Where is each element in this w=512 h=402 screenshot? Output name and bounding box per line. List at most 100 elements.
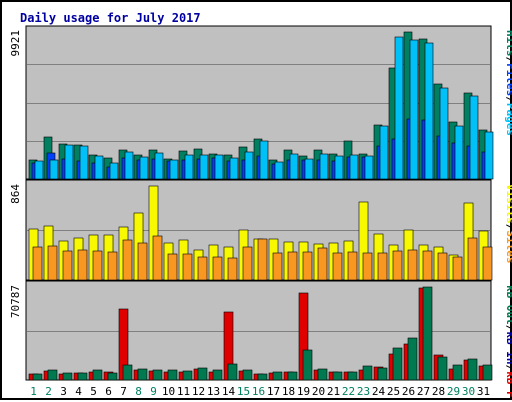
x-tick-label-day-26: 26	[402, 385, 415, 398]
panel-hits-legend-part-2: Files	[504, 63, 512, 96]
bar-hits-pages-day-31	[484, 131, 494, 180]
panel-visits-legend-part-1: /	[504, 224, 512, 231]
panel-kbytes-legend-part-1: /	[504, 325, 512, 332]
x-tick-label-day-18: 18	[282, 385, 295, 398]
bar-visits-sites-day-24	[377, 252, 388, 281]
bar-visits-sites-day-5	[92, 250, 103, 281]
bar-hits-pages-day-28	[439, 87, 449, 180]
bar-kbytes-kb-out-day-8	[137, 368, 148, 381]
bar-kbytes-kb-out-day-17	[272, 371, 283, 381]
panel-kbytes-legend-part-3: /	[504, 365, 512, 372]
bar-visits-sites-day-8	[137, 242, 148, 281]
bar-visits-sites-day-31	[482, 246, 493, 281]
x-tick-label-day-27: 27	[417, 385, 430, 398]
bar-hits-pages-day-30	[469, 95, 479, 180]
bar-kbytes-kb-out-day-22	[347, 371, 358, 381]
bar-visits-sites-day-3	[62, 250, 73, 281]
x-tick-label-day-11: 11	[177, 385, 190, 398]
bar-kbytes-kb-out-day-2	[47, 369, 58, 381]
x-tick-label-day-15: 15	[237, 385, 250, 398]
bar-kbytes-kb-out-day-11	[182, 370, 193, 381]
panel-kbytes-ymax-label: 70787	[9, 285, 22, 318]
bar-visits-sites-day-21	[332, 252, 343, 281]
bar-visits-sites-day-25	[392, 250, 403, 281]
chart-title: Daily usage for July 2017	[20, 11, 201, 25]
x-tick-label-day-6: 6	[105, 385, 112, 398]
bar-kbytes-kb-out-day-14	[227, 363, 238, 381]
x-tick-label-day-19: 19	[297, 385, 310, 398]
bar-visits-sites-day-28	[437, 252, 448, 281]
bar-hits-pages-day-4	[79, 145, 89, 180]
x-tick-label-day-21: 21	[327, 385, 340, 398]
bar-visits-sites-day-16	[257, 238, 268, 281]
bar-visits-sites-day-17	[272, 252, 283, 281]
bar-visits-sites-day-6	[107, 251, 118, 281]
bar-visits-sites-day-14	[227, 257, 238, 281]
bar-kbytes-kb-out-day-16	[257, 373, 268, 381]
bar-visits-sites-day-19	[302, 251, 313, 281]
x-tick-label-day-3: 3	[60, 385, 67, 398]
bar-kbytes-kb-out-day-26	[407, 337, 418, 381]
x-tick-label-day-4: 4	[75, 385, 82, 398]
x-tick-label-day-7: 7	[120, 385, 127, 398]
bar-kbytes-kb-out-day-3	[62, 372, 73, 381]
x-tick-label-day-12: 12	[192, 385, 205, 398]
x-tick-label-day-25: 25	[387, 385, 400, 398]
x-tick-label-day-17: 17	[267, 385, 280, 398]
x-tick-label-day-16: 16	[252, 385, 265, 398]
bar-kbytes-kb-out-day-30	[467, 358, 478, 381]
x-tick-label-day-24: 24	[372, 385, 386, 398]
bar-hits-pages-day-18	[289, 153, 299, 180]
bar-kbytes-kb-out-day-29	[452, 364, 463, 381]
bar-hits-pages-day-7	[124, 151, 134, 180]
bar-visits-sites-day-7	[122, 239, 133, 281]
bar-kbytes-kb-out-day-23	[362, 365, 373, 381]
bar-hits-pages-day-19	[304, 158, 314, 180]
bar-hits-pages-day-23	[364, 155, 374, 180]
bar-visits-sites-day-15	[242, 246, 253, 281]
bar-visits-sites-day-27	[422, 250, 433, 281]
bar-kbytes-kb-out-day-5	[92, 369, 103, 381]
bar-hits-pages-day-5	[94, 155, 104, 180]
bar-hits-pages-day-6	[109, 162, 119, 180]
bar-hits-pages-day-2	[49, 159, 59, 180]
panel-visits-legend: Visits/Sites	[504, 184, 512, 264]
bar-hits-pages-day-16	[259, 140, 269, 180]
bar-kbytes-kb-out-day-18	[287, 371, 298, 381]
bar-hits-pages-day-25	[394, 36, 404, 180]
x-tick-label-day-9: 9	[150, 385, 157, 398]
bar-hits-pages-day-27	[424, 42, 434, 180]
x-tick-label-day-5: 5	[90, 385, 97, 398]
panel-visits-legend-part-0: Visits	[504, 184, 512, 224]
x-tick-label-day-28: 28	[432, 385, 445, 398]
bar-kbytes-kb-out-day-12	[197, 367, 208, 381]
bar-kbytes-kb-out-day-31	[482, 364, 493, 381]
bar-kbytes-kb-out-day-4	[77, 372, 88, 381]
x-tick-label-day-13: 13	[207, 385, 220, 398]
x-tick-label-day-14: 14	[222, 385, 236, 398]
bar-hits-pages-day-15	[244, 151, 254, 180]
bar-visits-sites-day-18	[287, 251, 298, 281]
bar-hits-pages-day-29	[454, 125, 464, 180]
bar-kbytes-kb-out-day-24	[377, 367, 388, 381]
panel-kbytes-legend-part-0: kB Out	[504, 285, 512, 325]
bar-hits-pages-day-12	[199, 154, 209, 180]
bar-kbytes-kb-out-day-13	[212, 369, 223, 381]
bar-hits-pages-day-1	[34, 160, 44, 180]
bar-hits-pages-day-22	[349, 154, 359, 180]
bar-visits-sites-day-13	[212, 256, 223, 281]
x-tick-label-day-22: 22	[342, 385, 355, 398]
bar-kbytes-kb-out-day-9	[152, 369, 163, 381]
bar-visits-sites-day-12	[197, 256, 208, 281]
bar-visits-sites-day-4	[77, 249, 88, 281]
bar-visits-sites-day-20	[317, 247, 328, 281]
panel-hits-ymax-label: 9921	[9, 30, 22, 57]
bar-kbytes-kb-out-day-20	[317, 368, 328, 381]
bar-kbytes-kb-out-day-10	[167, 369, 178, 381]
panel-visits-ymax-label: 864	[9, 184, 22, 204]
panel-hits-legend: Hits/Files/Pages	[504, 30, 512, 136]
bar-kbytes-kb-out-day-27	[422, 286, 433, 381]
panel-hits-legend-part-3: /	[504, 96, 512, 103]
